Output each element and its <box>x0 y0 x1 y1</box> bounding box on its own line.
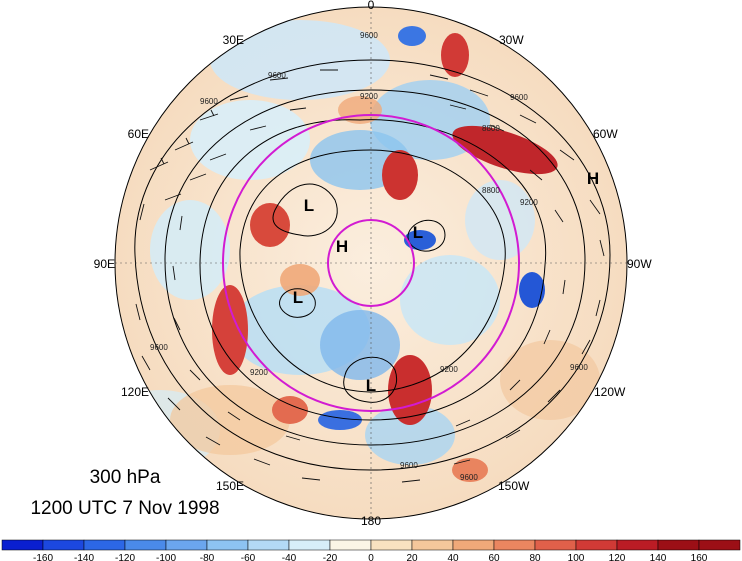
colorbar-swatch <box>247 539 290 551</box>
lon-label-180: 180 <box>361 514 381 528</box>
map-field <box>115 7 627 519</box>
colorbar-tick-label: 80 <box>529 553 541 561</box>
lon-label-150w: 150W <box>498 479 530 493</box>
colorbar-tick-label: 160 <box>691 553 708 561</box>
lon-label-150e: 150E <box>216 479 244 493</box>
lon-label-60e: 60E <box>128 127 149 141</box>
contour-label: 9600 <box>510 93 528 102</box>
contour-label: 9600 <box>150 343 168 352</box>
colorbar: -160 -140 -120 -100 -80 -60 -40 -20 0 20 40 60 80 100… <box>1 539 741 561</box>
colorbar-tick-label: -100 <box>156 553 176 561</box>
contour-label: 9600 <box>570 363 588 372</box>
contour-label: 8800 <box>482 124 500 133</box>
wind-barbs <box>135 69 605 483</box>
colorbar-tick-label: -60 <box>241 553 256 561</box>
colorbar-tick-label: 0 <box>368 553 374 561</box>
lon-label-90w: 90W <box>627 257 652 271</box>
low-pressure-marker: L <box>413 223 423 242</box>
contour-label: 9200 <box>250 368 268 377</box>
colorbar-tick-label: -140 <box>74 553 94 561</box>
map-title-level: 300 hPa <box>89 467 161 488</box>
colorbar-tick-label: 120 <box>609 553 626 561</box>
contour-label: 8800 <box>482 186 500 195</box>
lon-label-0: 0 <box>368 0 375 12</box>
contour-label: 9600 <box>360 31 378 40</box>
contour-label: 9200 <box>360 92 378 101</box>
lon-label-90e: 90E <box>94 257 115 271</box>
lon-label-120e: 120E <box>121 385 149 399</box>
contour-label: 9200 <box>520 198 538 207</box>
map-title-time: 1200 UTC 7 Nov 1998 <box>30 498 220 519</box>
reference-latitude-circles <box>222 114 520 412</box>
colorbar-tick-label: -120 <box>115 553 135 561</box>
colorbar-swatch <box>411 539 454 551</box>
colorbar-swatch <box>1 539 44 551</box>
low-pressure-marker: L <box>366 376 376 395</box>
lon-label-60w: 60W <box>593 127 618 141</box>
graticule <box>115 7 627 519</box>
contour-label: 9600 <box>460 473 478 482</box>
colorbar-swatch <box>698 539 741 551</box>
contour-label: 9600 <box>400 461 418 470</box>
colorbar-tick-label: 100 <box>568 553 585 561</box>
shaded-anomalies <box>115 20 600 482</box>
lon-label-120w: 120W <box>594 385 626 399</box>
colorbar-swatch <box>616 539 659 551</box>
colorbar-tick-label: -80 <box>200 553 215 561</box>
colorbar-swatch <box>288 539 331 551</box>
colorbar-tick-label: -20 <box>323 553 338 561</box>
colorbar-swatch <box>657 539 700 551</box>
high-pressure-marker: H <box>587 169 599 188</box>
colorbar-swatch <box>370 539 413 551</box>
colorbar-swatch <box>42 539 85 551</box>
colorbar-swatch <box>452 539 495 551</box>
lon-label-30w: 30W <box>499 33 524 47</box>
contour-label: 9200 <box>440 365 458 374</box>
colorbar-swatch <box>534 539 577 551</box>
high-pressure-marker: H <box>336 237 348 256</box>
longitude-labels: 0 30W 60W 90W 120W 150W 180 150E 120E 90… <box>94 0 653 528</box>
contour-labels: 9600 9600 9200 8800 9200 8800 9600 9200 … <box>150 31 588 482</box>
contour-label: 9600 <box>200 97 218 106</box>
colorbar-swatch <box>206 539 249 551</box>
colorbar-tick-label: 40 <box>447 553 459 561</box>
colorbar-swatch <box>124 539 167 551</box>
colorbar-swatch <box>575 539 618 551</box>
pressure-system-markers: H L H L L L <box>293 169 599 395</box>
colorbar-swatch <box>493 539 536 551</box>
colorbar-swatch <box>165 539 208 551</box>
colorbar-tick-label: 60 <box>488 553 500 561</box>
low-pressure-marker: L <box>293 288 303 307</box>
colorbar-swatch <box>83 539 126 551</box>
low-pressure-marker: L <box>304 196 314 215</box>
colorbar-swatch <box>329 539 372 551</box>
contour-label: 9600 <box>268 71 286 80</box>
colorbar-tick-label: 20 <box>406 553 418 561</box>
colorbar-tick-label: 140 <box>650 553 667 561</box>
height-contours <box>134 59 611 471</box>
colorbar-tick-label: -160 <box>33 553 53 561</box>
colorbar-tick-label: -40 <box>282 553 297 561</box>
lon-label-30e: 30E <box>223 33 244 47</box>
